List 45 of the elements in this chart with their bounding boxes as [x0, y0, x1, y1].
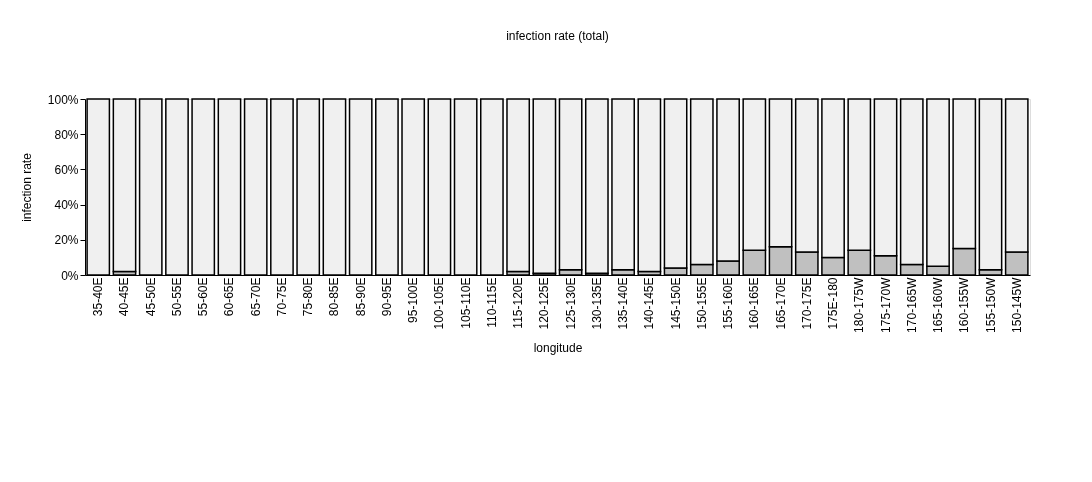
x-tick-label: 155-160E: [721, 277, 736, 330]
x-tick-label: 125-130E: [563, 277, 578, 330]
x-tick-label: 35-40E: [91, 277, 106, 317]
x-tick-label: 45-50E: [143, 277, 158, 317]
x-tick-label: 150-145W: [1009, 276, 1024, 333]
x-tick-label: 170-175E: [799, 277, 814, 330]
chart-title: infection rate (total): [506, 29, 609, 43]
x-tick-label: 165-160W: [931, 276, 946, 333]
x-tick-label: 130-135E: [589, 277, 604, 330]
x-tick-label: 165-170E: [773, 277, 788, 330]
x-tick-label: 85-90E: [353, 277, 368, 317]
x-tick-label: 80-85E: [327, 277, 342, 317]
x-tick-label: 50-55E: [169, 277, 184, 317]
x-tick-label: 120-125E: [537, 277, 552, 330]
y-tick-label: 80%: [54, 127, 79, 142]
y-tick-label: 40%: [54, 198, 79, 213]
x-tick-label: 180-175W: [852, 276, 867, 333]
x-tick-label: 140-145E: [642, 277, 657, 330]
x-tick-label: 115-120E: [511, 277, 526, 329]
x-tick-label: 160-155W: [957, 276, 972, 333]
x-tick-label: 65-70E: [248, 277, 263, 317]
y-axis-title: infection rate: [19, 152, 34, 222]
x-tick-label: 90-95E: [379, 277, 394, 317]
x-tick-label: 160-165E: [747, 277, 762, 330]
x-tick-label: 105-110E: [458, 277, 473, 329]
x-tick-label: 135-140E: [616, 277, 631, 330]
y-tick-label: 100%: [47, 92, 79, 107]
x-axis-title: longitude: [533, 340, 583, 355]
x-tick-label: 110-115E: [484, 277, 499, 328]
x-tick-label: 60-65E: [222, 277, 237, 317]
y-tick-label: 60%: [54, 162, 79, 177]
x-tick-label: 170-165W: [904, 276, 919, 333]
x-tick-label: 175E-180: [826, 277, 841, 330]
x-tick-label: 75-80E: [301, 277, 316, 317]
x-tick-label: 40-45E: [117, 277, 132, 317]
x-tick-label: 55-60E: [196, 277, 211, 317]
x-tick-label: 150-155E: [694, 277, 709, 330]
y-tick-label: 20%: [54, 233, 79, 248]
x-tick-label: 95-100E: [406, 277, 421, 323]
y-tick-label: 0%: [61, 268, 79, 283]
x-tick-label: 100-105E: [432, 277, 447, 330]
x-tick-label: 175-170W: [878, 276, 893, 333]
x-tick-label: 155-150W: [983, 276, 998, 333]
x-tick-label: 145-150E: [668, 277, 683, 330]
x-tick-label: 70-75E: [274, 277, 289, 317]
